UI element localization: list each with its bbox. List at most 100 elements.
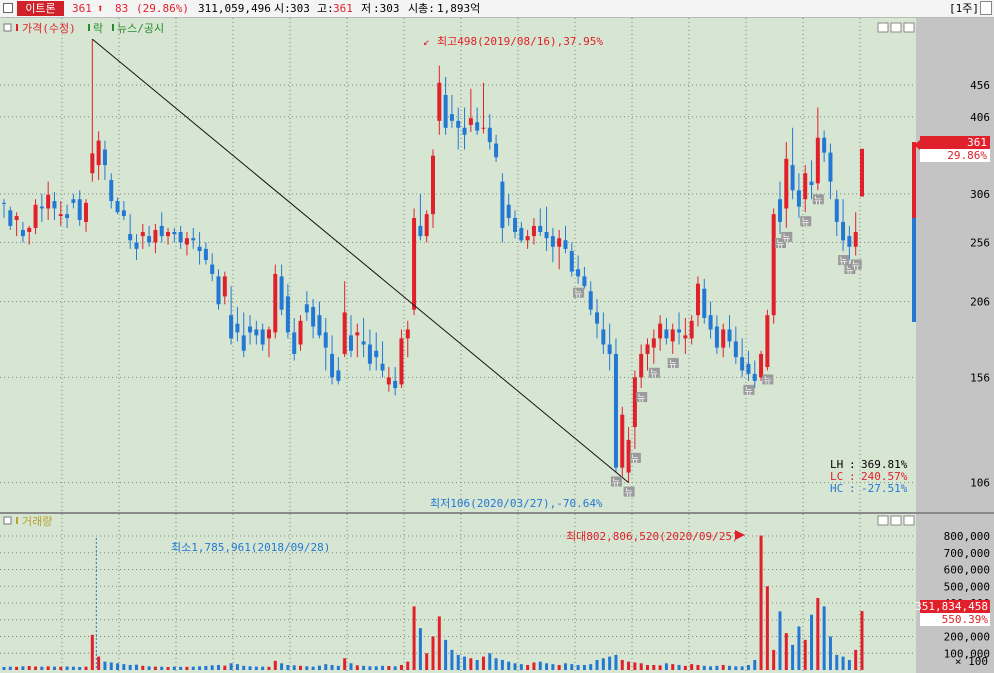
select-checkbox[interactable]: [3, 3, 13, 13]
candles: [2, 39, 864, 483]
min-volume-annotation: 최소1,785,961(2018/09/28): [171, 541, 330, 554]
candle-body: [853, 231, 858, 247]
candle-body: [330, 353, 335, 378]
candle-body: [33, 204, 38, 228]
volume-bar: [551, 664, 555, 670]
candle-body: [159, 225, 164, 237]
low-label: 저: [361, 2, 372, 15]
volume-bar: [431, 636, 435, 670]
volume-legend-label[interactable]: 거래량: [22, 515, 52, 528]
volume-bar: [481, 656, 485, 670]
maximize-icon[interactable]: [890, 22, 902, 33]
period-selector[interactable]: [1주]: [949, 2, 979, 15]
candle-body: [65, 214, 70, 219]
pointer-icon: [735, 530, 745, 540]
volume-bar: [646, 664, 649, 670]
volume-bar: [690, 664, 694, 670]
candle-body: [582, 276, 587, 287]
news-badge: [838, 255, 850, 266]
stock-name[interactable]: 이트론: [17, 1, 64, 16]
stat-lh-label: LH: [830, 458, 843, 471]
close-icon[interactable]: [903, 22, 915, 33]
price-axis-panel: [916, 18, 994, 512]
mcap-label: 시총:: [408, 2, 435, 15]
candle-body: [348, 335, 353, 351]
news-badge-label: 뉴: [612, 478, 620, 489]
legend-marker-icon: [112, 24, 114, 31]
candle-body: [191, 238, 196, 241]
candle-body: [241, 335, 246, 351]
news-badge: [623, 486, 635, 497]
price-tick-label: 106: [970, 477, 990, 490]
candle-body: [405, 329, 410, 339]
volume-bar: [860, 611, 864, 670]
legend-price[interactable]: 가격(수정): [22, 22, 76, 35]
minimize-icon[interactable]: [877, 515, 889, 526]
legend-ex-rights[interactable]: 락: [93, 22, 103, 35]
candle-body: [46, 194, 51, 209]
volume-bar: [71, 666, 75, 670]
candle-body: [336, 370, 341, 381]
scroll-button[interactable]: [980, 1, 992, 15]
candle-body: [462, 127, 467, 135]
maximize-icon[interactable]: [890, 515, 902, 526]
candle-body: [456, 120, 461, 128]
candle-body: [746, 363, 751, 374]
volume-bar: [702, 665, 706, 670]
low-value: :303: [373, 2, 400, 15]
candle-body: [128, 234, 133, 241]
legend-news[interactable]: 뉴스/공시: [117, 22, 164, 35]
candle-body: [595, 312, 600, 324]
candle-body: [374, 350, 379, 358]
volume-bar: [847, 659, 851, 670]
volume-legend: 거래량: [3, 515, 52, 528]
volume-bar: [109, 662, 113, 670]
volume-bar: [545, 663, 549, 670]
volume-tick-label: 600,000: [944, 564, 990, 577]
volume-bar: [185, 666, 189, 670]
candle-body: [519, 227, 524, 241]
volume-bar: [620, 659, 624, 670]
low-annotation: 최저106(2020/03/27),-70.64%: [430, 497, 603, 510]
candle-body: [613, 353, 618, 468]
volume-bar: [671, 664, 675, 670]
volume-bar: [160, 666, 164, 670]
volume-bar: [784, 633, 788, 670]
volume-bar: [273, 660, 277, 670]
legend-marker-icon: [88, 24, 90, 31]
volume-bar: [280, 663, 284, 670]
candle-body: [39, 206, 44, 209]
minimize-icon[interactable]: [877, 22, 889, 33]
price-change-pct: (29.86%): [136, 2, 189, 15]
candle-body: [670, 329, 675, 342]
open-value: 303: [290, 2, 310, 15]
candle-body: [71, 199, 76, 203]
volume-bar: [299, 665, 303, 670]
candle-body: [468, 118, 473, 125]
volume-bar: [740, 666, 744, 670]
close-icon[interactable]: [903, 515, 915, 526]
volume-bar: [444, 639, 448, 670]
candle-body: [367, 344, 372, 364]
candle-body: [809, 181, 814, 186]
legend-box-icon[interactable]: [3, 23, 12, 32]
candle-body: [841, 221, 846, 241]
candle-body: [828, 152, 833, 182]
volume-tick-label: 700,000: [944, 547, 990, 560]
candle-body: [355, 332, 360, 336]
candle-body: [651, 338, 656, 348]
volume-bar: [217, 664, 220, 670]
range-bar-down: [912, 218, 916, 322]
candle-body: [481, 127, 486, 129]
candle-body: [431, 155, 435, 215]
legend-box-icon[interactable]: [3, 516, 12, 525]
mcap-value: 1,893억: [437, 2, 481, 15]
volume-bar: [582, 664, 586, 670]
volume-bar: [475, 659, 479, 670]
volume-bar: [652, 664, 656, 670]
candle-body: [342, 312, 347, 354]
stat-lc-value: 240.57%: [861, 470, 908, 483]
volume-bar: [141, 665, 145, 670]
